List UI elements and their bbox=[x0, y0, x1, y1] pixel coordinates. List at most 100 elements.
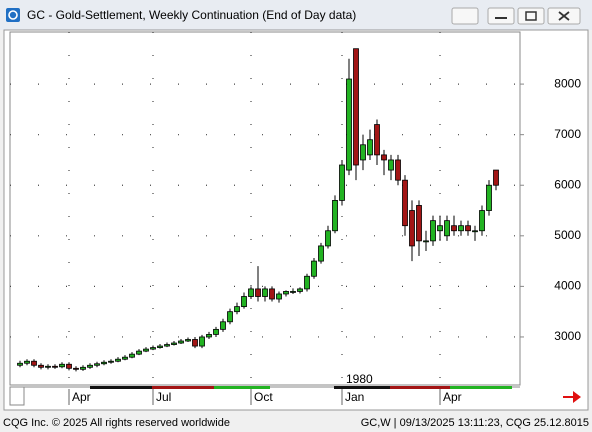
y-tick-label: 7000 bbox=[554, 127, 581, 141]
candle-body bbox=[192, 339, 198, 347]
maximize-glyph bbox=[525, 11, 537, 21]
candle-body bbox=[437, 225, 443, 232]
candle-body bbox=[276, 293, 282, 300]
candle-body bbox=[31, 360, 37, 366]
status-bar bbox=[0, 412, 592, 432]
scroll-box[interactable] bbox=[9, 386, 25, 406]
candle-body bbox=[311, 260, 317, 277]
candle-body bbox=[227, 311, 233, 323]
candle-body bbox=[353, 48, 359, 166]
session-strip bbox=[334, 386, 390, 389]
year-label: 1980 bbox=[346, 372, 373, 386]
x-tick-label: Jul bbox=[156, 390, 171, 404]
y-tick-label: 8000 bbox=[554, 76, 581, 90]
candle-body bbox=[73, 367, 79, 370]
candle-body bbox=[164, 344, 170, 347]
candle-body bbox=[409, 210, 415, 247]
candle-body bbox=[430, 220, 436, 242]
candle-body bbox=[185, 339, 191, 342]
session-strip bbox=[450, 386, 512, 389]
candle-body bbox=[395, 159, 401, 181]
session-strip bbox=[90, 386, 152, 389]
candle-body bbox=[129, 353, 135, 358]
candle-body bbox=[472, 230, 478, 233]
candle-body bbox=[297, 288, 303, 292]
candle-body bbox=[269, 288, 275, 300]
candle-body bbox=[451, 225, 457, 232]
candle-body bbox=[465, 225, 471, 232]
candle-body bbox=[52, 365, 58, 368]
candle-body bbox=[416, 205, 422, 242]
candle-body bbox=[45, 365, 51, 368]
app-icon bbox=[6, 8, 20, 22]
candle-body bbox=[339, 164, 345, 201]
candle-body bbox=[38, 364, 44, 368]
candle-body bbox=[241, 296, 247, 308]
x-tick-label: Jan bbox=[345, 390, 364, 404]
status-right: GC,W | 09/13/2025 13:11:23, CQG 25.12.80… bbox=[361, 417, 589, 429]
candle-body bbox=[157, 345, 163, 348]
candle-body bbox=[493, 169, 499, 186]
candle-body bbox=[262, 288, 268, 297]
session-strip bbox=[214, 386, 270, 389]
candle-body bbox=[101, 361, 107, 365]
candle-body bbox=[143, 348, 149, 352]
candle-body bbox=[66, 363, 72, 369]
x-tick-label: Apr bbox=[72, 390, 91, 404]
link-button[interactable] bbox=[451, 7, 479, 25]
candle-body bbox=[346, 78, 352, 171]
candle-body bbox=[108, 360, 114, 363]
plot-area bbox=[9, 31, 521, 386]
candle-body bbox=[80, 366, 86, 370]
candle-body bbox=[234, 306, 240, 313]
candle-body bbox=[458, 225, 464, 232]
x-tick-label: Oct bbox=[254, 390, 273, 404]
candle-body bbox=[318, 245, 324, 262]
candle-body bbox=[178, 340, 184, 344]
app-icon-glyph bbox=[8, 10, 18, 20]
candle-body bbox=[423, 240, 429, 243]
candle-body bbox=[213, 328, 219, 335]
candle-body bbox=[171, 342, 177, 345]
minimize-button[interactable] bbox=[487, 7, 515, 25]
candle-body bbox=[381, 154, 387, 161]
candle-body bbox=[283, 291, 289, 295]
candle-body bbox=[24, 360, 30, 364]
candle-body bbox=[332, 200, 338, 232]
session-strip bbox=[152, 386, 214, 389]
candle-body bbox=[402, 179, 408, 227]
close-glyph bbox=[558, 11, 570, 21]
maximize-button[interactable] bbox=[517, 7, 545, 25]
candle-body bbox=[486, 184, 492, 211]
y-tick-label: 4000 bbox=[554, 279, 581, 293]
candle-body bbox=[325, 230, 331, 247]
status-left: CQG Inc. © 2025 All rights reserved worl… bbox=[3, 417, 230, 429]
x-tick-label: Apr bbox=[443, 390, 462, 404]
candle-body bbox=[479, 210, 485, 232]
scroll-arrow[interactable] bbox=[563, 391, 581, 403]
candle-body bbox=[199, 336, 205, 347]
candle-body bbox=[87, 364, 93, 368]
candle-body bbox=[367, 139, 373, 156]
y-tick-label: 3000 bbox=[554, 329, 581, 343]
candle-body bbox=[115, 358, 121, 362]
candle-body bbox=[255, 288, 261, 297]
window-title: GC - Gold-Settlement, Weekly Continuatio… bbox=[27, 8, 356, 22]
candle-body bbox=[304, 275, 310, 290]
candle-body bbox=[59, 363, 65, 368]
candle-body bbox=[374, 124, 380, 156]
candle-body bbox=[388, 159, 394, 171]
candle-body bbox=[248, 288, 254, 297]
candle-body bbox=[150, 347, 156, 350]
candle-body bbox=[444, 220, 450, 237]
candle-body bbox=[136, 350, 142, 355]
candle-body bbox=[290, 291, 296, 293]
candle-body bbox=[94, 363, 100, 366]
y-tick-label: 5000 bbox=[554, 228, 581, 242]
candle-body bbox=[220, 321, 226, 330]
y-tick-label: 6000 bbox=[554, 177, 581, 191]
candle-body bbox=[17, 362, 23, 366]
candle-body bbox=[122, 356, 128, 360]
